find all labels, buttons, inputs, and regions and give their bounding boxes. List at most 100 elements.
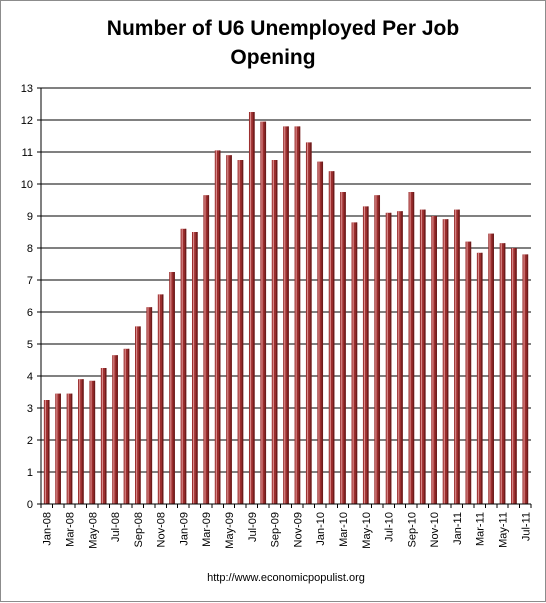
- bar-fill: [112, 355, 118, 504]
- chart-title: Number of U6 Unemployed Per Job Opening: [107, 17, 459, 69]
- bar-highlight: [238, 160, 240, 504]
- bar-fill: [305, 142, 312, 504]
- y-tick-label: 10: [21, 179, 33, 191]
- bar-highlight: [249, 112, 252, 504]
- bar-fill: [214, 150, 221, 504]
- bar-shade: [287, 126, 289, 505]
- bar-fill: [169, 272, 175, 504]
- x-tick-label: Jul-09: [247, 512, 259, 542]
- bar-highlight: [352, 222, 354, 504]
- axes: [40, 88, 531, 505]
- bar-shade: [218, 150, 221, 504]
- bar: [511, 248, 517, 504]
- x-tick-label: Mar-10: [338, 512, 350, 547]
- bar-highlight: [56, 393, 58, 504]
- bar-highlight: [192, 232, 195, 504]
- bar-highlight: [443, 219, 445, 504]
- bar-fill: [351, 222, 358, 504]
- bar: [123, 348, 130, 504]
- source-url: http://www.economicpopulist.org: [207, 572, 365, 584]
- bar-fill: [135, 326, 141, 504]
- y-tick-label: 12: [21, 115, 33, 127]
- bar: [351, 222, 358, 504]
- bar: [214, 150, 221, 504]
- bar-fill: [271, 160, 278, 504]
- bar-fill: [260, 121, 267, 504]
- bar: [43, 400, 50, 504]
- bar-shade: [332, 171, 335, 504]
- bar-shade: [275, 160, 278, 504]
- bars: [43, 112, 529, 505]
- bar-highlight: [227, 155, 229, 504]
- bar: [454, 209, 460, 504]
- bar-shade: [389, 212, 392, 505]
- x-tick-label: Sep-09: [270, 512, 282, 547]
- chart-title-line-2: Opening: [230, 46, 315, 69]
- chart-title-line-1: Number of U6 Unemployed Per Job: [107, 17, 459, 40]
- bar-highlight: [295, 126, 297, 505]
- x-tick-label: Nov-08: [156, 512, 168, 547]
- bar-fill: [100, 368, 107, 504]
- bar-highlight: [261, 121, 263, 504]
- x-tick-label: Jan-10: [315, 512, 327, 546]
- bar: [55, 393, 61, 504]
- y-tick-label: 3: [27, 403, 33, 415]
- bar-fill: [191, 232, 198, 504]
- bar-highlight: [489, 233, 491, 504]
- x-axis-ticks: Jan-08 Mar-08 May-08 Jul-08 Sep-08 Nov-08 Jan-…: [40, 504, 532, 549]
- x-tick-label: Jan-09: [178, 512, 190, 546]
- bar: [180, 228, 187, 505]
- y-tick-label: 5: [27, 339, 33, 351]
- x-tick-label: Jul-08: [110, 512, 122, 542]
- bar-fill: [408, 192, 415, 504]
- bar-highlight: [409, 192, 411, 504]
- bar-shade: [401, 211, 403, 504]
- bar-shade: [378, 195, 381, 504]
- bar-shade: [424, 209, 426, 504]
- bar: [522, 254, 529, 504]
- bar: [397, 211, 403, 504]
- y-tick-label: 9: [27, 211, 33, 223]
- bar-fill: [488, 233, 494, 504]
- bar: [442, 219, 449, 504]
- bar: [112, 355, 118, 504]
- bar-fill: [442, 219, 449, 504]
- bar-shade: [196, 232, 198, 504]
- x-tick-label: Jul-10: [384, 512, 396, 542]
- x-tick-label: Mar-09: [201, 512, 213, 547]
- bar-highlight: [455, 209, 457, 504]
- bar-shade: [526, 254, 529, 504]
- bar: [431, 216, 437, 504]
- x-tick-label: May-10: [361, 512, 373, 549]
- x-tick-label: Sep-08: [133, 512, 145, 547]
- y-tick-label: 6: [27, 307, 33, 319]
- bar-shade: [82, 379, 84, 504]
- bar-highlight: [386, 212, 388, 505]
- bar-highlight: [477, 252, 480, 504]
- bar-fill: [511, 248, 517, 504]
- bar-fill: [123, 348, 130, 504]
- bar-highlight: [306, 142, 309, 504]
- bar: [169, 272, 175, 504]
- bar-highlight: [432, 216, 434, 504]
- bar-shade: [162, 294, 164, 504]
- bar: [157, 294, 164, 504]
- bar: [191, 232, 198, 504]
- bar-fill: [203, 195, 210, 504]
- bar-shade: [412, 192, 415, 504]
- y-tick-label: 0: [27, 499, 33, 511]
- bar: [465, 241, 472, 504]
- bar-highlight: [90, 380, 92, 504]
- bar-fill: [66, 393, 73, 504]
- bar-highlight: [466, 241, 468, 504]
- bar-shade: [355, 222, 358, 504]
- bar-shade: [344, 192, 346, 504]
- x-tick-label: Sep-10: [406, 512, 418, 547]
- bar-highlight: [420, 209, 423, 504]
- bar-shade: [492, 233, 494, 504]
- bar: [89, 380, 96, 504]
- x-tick-label: Mar-11: [475, 512, 487, 546]
- bar-fill: [374, 195, 381, 504]
- bar-fill: [248, 112, 255, 504]
